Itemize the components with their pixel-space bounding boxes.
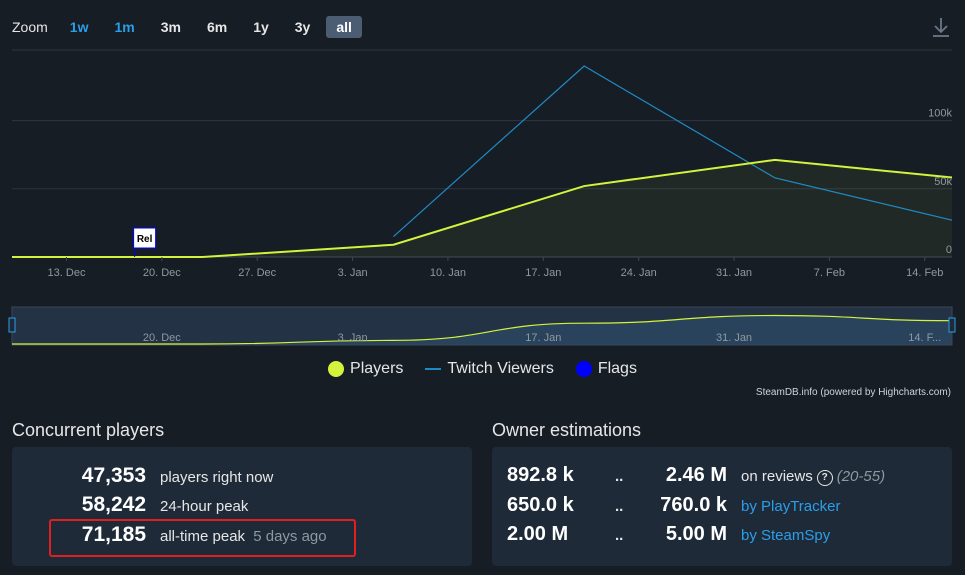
x-tick-label: 31. Jan (716, 267, 752, 279)
navigator-handle (948, 317, 956, 333)
zoom-3m-button[interactable]: 3m (160, 19, 181, 35)
navigator-label: 17. Jan (525, 332, 561, 344)
download-icon[interactable] (931, 16, 951, 38)
stat-24h: 58,242 24-hour peak (40, 493, 249, 517)
chart-area: 0 50k 100k 13. Dec 20. Dec 27. Dec 3. Jan 10. J… (8, 49, 956, 346)
legend-twitch-label: Twitch Viewers (447, 360, 554, 377)
stat-alltime: 71,185 all-time peak 5 days ago (40, 523, 327, 547)
owner-high: 760.0 k (660, 494, 727, 516)
zoom-6m-button[interactable]: 6m (206, 19, 228, 35)
navigator-area (12, 315, 952, 345)
chart-credits[interactable]: SteamDB.info (powered by Highcharts.com) (755, 387, 951, 398)
concurrent-title: Concurrent players (12, 420, 165, 440)
x-tick-label: 14. Feb (906, 267, 943, 279)
zoom-1y-button[interactable]: 1y (253, 19, 269, 35)
x-tick-label: 13. Dec (48, 267, 86, 279)
stat-timeago: 5 days ago (253, 528, 327, 545)
x-tick-label: 24. Jan (621, 267, 657, 279)
stat-label: 24-hour peak (160, 498, 249, 515)
owner-sep: .. (615, 468, 624, 485)
concurrent-panel (12, 447, 472, 566)
stat-value: 58,242 (81, 493, 146, 516)
players-line (12, 158, 953, 258)
owner-range: (20-55) (836, 468, 886, 485)
playtracker-link[interactable]: by PlayTracker (741, 498, 841, 515)
owner-sep: .. (615, 498, 624, 515)
owner-low: 650.0 k (507, 494, 574, 516)
y-tick-label: 0 (946, 244, 952, 256)
owner-row-reviews: 892.8 k .. 2.46 M on reviews? (20-55) (507, 464, 885, 487)
flag-label: Rel (137, 234, 153, 245)
chart-legend: Players Twitch Viewers Flags (0, 360, 965, 378)
owner-high: 2.46 M (665, 464, 727, 486)
legend-flags-label: Flags (597, 360, 637, 377)
owner-row-steamspy: 2.00 M .. 5.00 M by SteamSpy (507, 523, 830, 546)
legend-players-label: Players (350, 360, 404, 377)
zoom-1m-button[interactable]: 1m (114, 19, 135, 35)
x-tick-label: 3. Jan (338, 267, 368, 279)
players-area (12, 159, 952, 257)
owner-low: 892.8 k (507, 464, 574, 486)
zoom-1w-button[interactable]: 1w (69, 19, 89, 35)
steamspy-link[interactable]: by SteamSpy (741, 527, 831, 544)
stat-current: 47,353 players right now (40, 464, 274, 488)
navigator-label: 3. Jan (338, 332, 368, 344)
y-tick-label: 50k (934, 176, 952, 188)
x-tick-label: 10. Jan (430, 267, 466, 279)
owner-reviews-label: on reviews (741, 468, 813, 485)
owner-row-playtracker: 650.0 k .. 760.0 k by PlayTracker (507, 494, 840, 517)
x-tick-label: 20. Dec (143, 267, 181, 279)
owner-low: 2.00 M (507, 523, 569, 545)
x-tick-label: 27. Dec (238, 267, 276, 279)
stat-label: players right now (160, 469, 274, 486)
navigator-handle (8, 317, 16, 333)
stat-value: 71,185 (81, 523, 146, 546)
x-tick-label: 7. Feb (814, 267, 845, 279)
owners-title: Owner estimations (492, 420, 642, 440)
navigator-label: 31. Jan (716, 332, 752, 344)
owner-text: on reviews? (20-55) (741, 468, 885, 486)
legend-players[interactable]: Players (328, 360, 403, 378)
zoom-3y-button[interactable]: 3y (294, 19, 311, 35)
twitch-dash-icon (425, 368, 442, 370)
players-dot-icon (328, 361, 345, 377)
stat-label-text: all-time peak (160, 528, 246, 545)
release-flag: Rel (133, 227, 157, 257)
navigator-line (11, 314, 953, 345)
x-tick-label: 17. Jan (525, 267, 561, 279)
owner-high: 5.00 M (665, 523, 727, 545)
stat-value: 47,353 (81, 464, 146, 487)
navigator-label: 14. F... (908, 332, 941, 344)
owners-panel (492, 447, 952, 566)
highlight-box (49, 519, 356, 557)
help-icon[interactable]: ? (816, 470, 833, 486)
navigator-label: 20. Dec (143, 332, 181, 344)
y-tick-label: 100k (928, 108, 952, 120)
zoom-bar: Zoom 1w 1m 3m 6m 1y 3y all (12, 14, 368, 40)
legend-twitch[interactable]: Twitch Viewers (425, 360, 554, 378)
owner-sep: .. (615, 527, 624, 544)
zoom-all-button[interactable]: all (326, 16, 362, 38)
stat-label: all-time peak 5 days ago (160, 528, 327, 545)
flags-dot-icon (575, 361, 592, 377)
legend-flags[interactable]: Flags (575, 360, 637, 378)
zoom-label: Zoom (12, 19, 48, 35)
twitch-viewers-line (393, 65, 953, 237)
